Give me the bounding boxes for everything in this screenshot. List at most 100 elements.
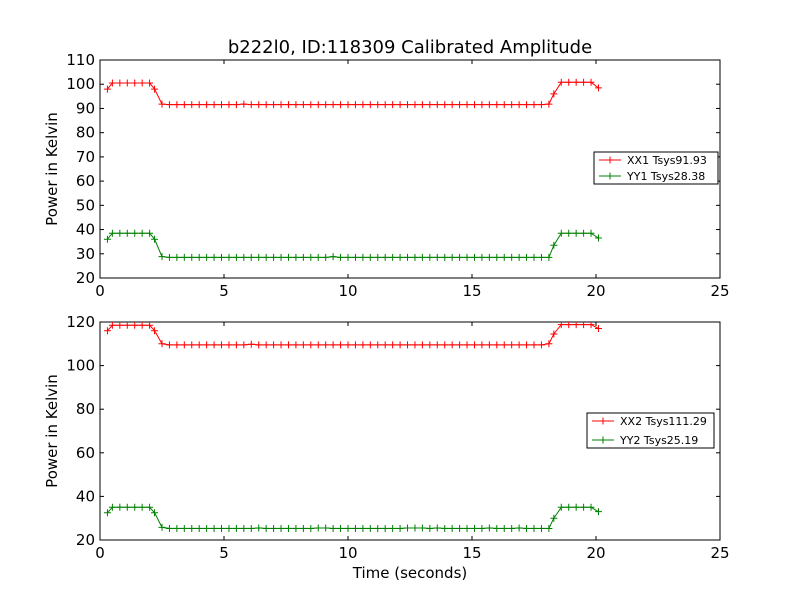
data-point-marker: [485, 341, 493, 349]
x-tick-label: 0: [95, 544, 105, 562]
data-point-marker: [270, 524, 278, 532]
data-point-marker: [173, 101, 181, 109]
data-point-marker: [322, 341, 330, 349]
data-point-marker: [292, 341, 300, 349]
data-point-marker: [351, 524, 359, 532]
data-point-marker: [314, 253, 322, 261]
data-point-marker: [165, 253, 173, 261]
data-point-marker: [396, 101, 404, 109]
data-point-marker: [456, 101, 464, 109]
data-point-marker: [138, 79, 146, 87]
data-point-marker: [240, 253, 248, 261]
data-point-marker: [508, 524, 516, 532]
data-point-marker: [277, 253, 285, 261]
data-point-marker: [515, 524, 523, 532]
data-point-marker: [151, 85, 159, 93]
x-axis-label: Time (seconds): [352, 564, 468, 582]
y-tick-label: 100: [66, 75, 95, 93]
data-point-marker: [530, 524, 538, 532]
axes-frame-1: [99, 59, 721, 279]
data-point-marker: [270, 253, 278, 261]
data-point-marker: [433, 524, 441, 532]
data-point-marker: [404, 524, 412, 532]
data-point-marker: [523, 253, 531, 261]
data-point-marker: [381, 524, 389, 532]
data-point-marker: [359, 101, 367, 109]
data-point-marker: [195, 524, 203, 532]
data-point-marker: [565, 322, 573, 329]
data-point-marker: [247, 253, 255, 261]
data-point-marker: [545, 524, 553, 532]
data-point-marker: [389, 341, 397, 349]
data-point-marker: [545, 340, 553, 348]
data-point-marker: [203, 524, 211, 532]
data-point-marker: [203, 341, 211, 349]
data-point-marker: [500, 341, 508, 349]
data-point-marker: [351, 253, 359, 261]
data-point-marker: [314, 101, 322, 109]
data-point-marker: [433, 341, 441, 349]
data-point-marker: [307, 101, 315, 109]
data-point-marker: [284, 101, 292, 109]
data-point-marker: [389, 253, 397, 261]
x-tick-label: 5: [219, 282, 229, 300]
data-point-marker: [508, 101, 516, 109]
data-point-marker: [572, 78, 580, 86]
data-point-marker: [537, 253, 545, 261]
data-point-marker: [284, 524, 292, 532]
data-point-marker: [441, 253, 449, 261]
data-point-marker: [463, 253, 471, 261]
data-point-marker: [116, 229, 124, 237]
data-point-marker: [396, 524, 404, 532]
data-point-marker: [381, 101, 389, 109]
data-point-marker: [433, 101, 441, 109]
data-point-marker: [240, 341, 248, 349]
data-point-marker: [572, 503, 580, 511]
data-point-marker: [255, 524, 263, 532]
legend-2: XX2 Tsys111.29 YY2 Tsys25.19: [586, 412, 715, 449]
data-point-marker: [240, 100, 248, 108]
data-point-marker: [173, 524, 181, 532]
data-point-marker: [426, 524, 434, 532]
data-point-marker: [232, 101, 240, 109]
data-point-marker: [314, 341, 322, 349]
data-point-marker: [240, 524, 248, 532]
data-point-marker: [292, 253, 300, 261]
data-point-marker: [307, 253, 315, 261]
data-point-marker: [344, 253, 352, 261]
data-point-marker: [523, 341, 531, 349]
data-point-marker: [418, 524, 426, 532]
data-point-marker: [173, 253, 181, 261]
data-point-marker: [381, 253, 389, 261]
x-tick-label: 10: [338, 544, 357, 562]
series-1-2: [103, 229, 602, 261]
data-point-marker: [255, 253, 263, 261]
data-point-marker: [225, 253, 233, 261]
data-point-marker: [314, 524, 322, 532]
data-point-marker: [456, 253, 464, 261]
data-point-marker: [255, 341, 263, 349]
data-point-marker: [523, 101, 531, 109]
data-point-marker: [580, 503, 588, 511]
data-point-marker: [418, 253, 426, 261]
data-point-marker: [218, 101, 226, 109]
data-point-marker: [247, 340, 255, 348]
data-point-marker: [418, 101, 426, 109]
data-point-marker: [131, 322, 139, 329]
data-point-marker: [108, 79, 116, 87]
data-point-marker: [188, 341, 196, 349]
data-point-marker: [381, 341, 389, 349]
legend-entry-label: XX2 Tsys111.29: [620, 415, 707, 428]
data-point-marker: [550, 90, 558, 98]
data-point-marker: [103, 235, 111, 243]
data-point-marker: [203, 253, 211, 261]
x-tick-label: 15: [462, 544, 481, 562]
data-point-marker: [210, 101, 218, 109]
data-point-marker: [366, 253, 374, 261]
data-point-marker: [478, 341, 486, 349]
y-tick-label: 120: [66, 313, 95, 331]
data-point-marker: [359, 341, 367, 349]
data-point-marker: [426, 101, 434, 109]
data-point-marker: [262, 341, 270, 349]
data-point-marker: [470, 524, 478, 532]
